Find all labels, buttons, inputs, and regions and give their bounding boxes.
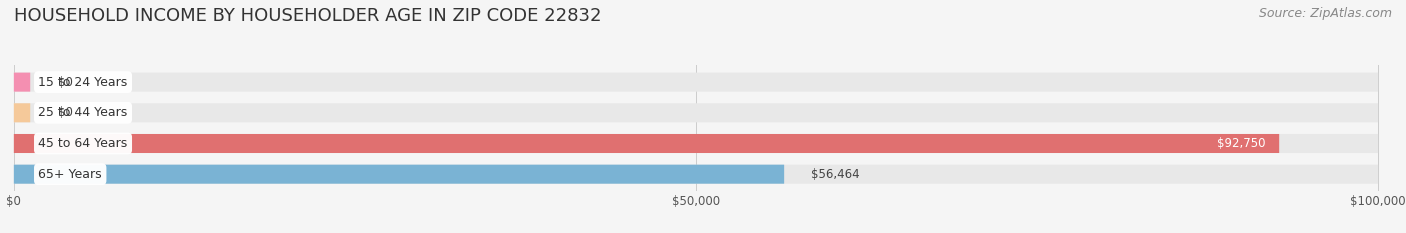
Text: $92,750: $92,750 xyxy=(1218,137,1265,150)
Text: 15 to 24 Years: 15 to 24 Years xyxy=(38,76,128,89)
Text: $56,464: $56,464 xyxy=(811,168,860,181)
FancyBboxPatch shape xyxy=(14,165,1378,184)
FancyBboxPatch shape xyxy=(14,73,30,92)
Text: HOUSEHOLD INCOME BY HOUSEHOLDER AGE IN ZIP CODE 22832: HOUSEHOLD INCOME BY HOUSEHOLDER AGE IN Z… xyxy=(14,7,602,25)
Text: Source: ZipAtlas.com: Source: ZipAtlas.com xyxy=(1258,7,1392,20)
FancyBboxPatch shape xyxy=(14,134,1279,153)
Text: 45 to 64 Years: 45 to 64 Years xyxy=(38,137,128,150)
FancyBboxPatch shape xyxy=(14,73,1378,92)
FancyBboxPatch shape xyxy=(14,165,785,184)
FancyBboxPatch shape xyxy=(14,103,1378,122)
Text: $0: $0 xyxy=(58,106,72,119)
Text: $0: $0 xyxy=(58,76,72,89)
FancyBboxPatch shape xyxy=(14,134,1378,153)
Text: 25 to 44 Years: 25 to 44 Years xyxy=(38,106,128,119)
FancyBboxPatch shape xyxy=(14,103,30,122)
Text: 65+ Years: 65+ Years xyxy=(38,168,103,181)
